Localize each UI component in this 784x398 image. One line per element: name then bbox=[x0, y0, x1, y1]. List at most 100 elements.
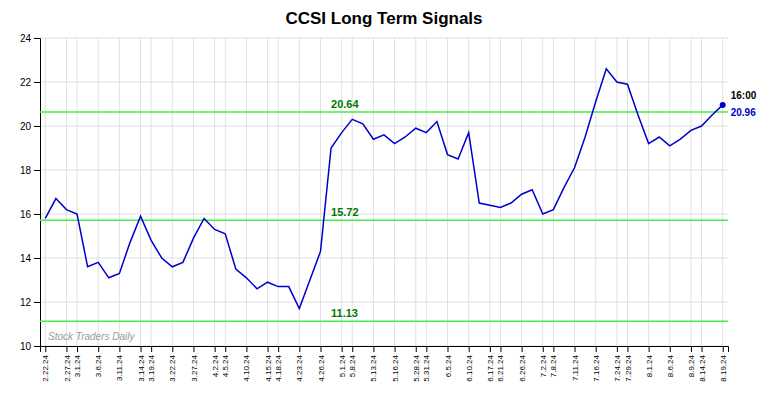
x-tick: 4.10.24 bbox=[242, 346, 251, 382]
grid-line-x bbox=[447, 38, 448, 346]
grid-line-x bbox=[669, 38, 670, 346]
x-tick: 6.17.24 bbox=[486, 346, 495, 382]
y-tick-mark bbox=[34, 258, 40, 259]
x-tick: 5.13.24 bbox=[369, 346, 378, 382]
watermark: Stock Traders Daily bbox=[48, 331, 136, 342]
y-tick-label: 16 bbox=[20, 209, 32, 220]
x-tick-label: 5.16.24 bbox=[391, 354, 400, 381]
y-tick: 16 bbox=[20, 209, 40, 220]
x-tick-mark bbox=[448, 346, 449, 352]
x-tick: 5.8.24 bbox=[348, 346, 357, 377]
x-tick: 8.6.24 bbox=[666, 346, 675, 377]
grid-line-x bbox=[468, 38, 469, 346]
grid-line-x bbox=[267, 38, 268, 346]
x-tick-label: 3.22.24 bbox=[168, 354, 177, 381]
x-tick: 7.24.24 bbox=[613, 346, 622, 382]
y-tick-mark bbox=[34, 302, 40, 303]
x-tick: 5.31.24 bbox=[422, 346, 431, 382]
x-tick: 8.14.24 bbox=[698, 346, 707, 382]
grid-line-y bbox=[40, 126, 728, 127]
x-tick: 6.26.24 bbox=[518, 346, 527, 382]
y-tick-label: 14 bbox=[20, 253, 32, 264]
x-axis-line bbox=[41, 347, 729, 353]
x-tick-mark bbox=[522, 346, 523, 352]
x-tick-label: 7.24.24 bbox=[613, 354, 622, 381]
grid-line-x bbox=[690, 38, 691, 346]
y-tick: 10 bbox=[20, 341, 40, 352]
x-tick-mark bbox=[193, 346, 194, 352]
grid-line-x bbox=[45, 38, 46, 346]
x-tick-label: 5.8.24 bbox=[348, 354, 357, 377]
x-tick: 3.22.24 bbox=[168, 346, 177, 382]
x-tick-mark bbox=[225, 346, 226, 352]
y-tick-label: 24 bbox=[20, 33, 32, 44]
x-tick-mark bbox=[649, 346, 650, 352]
x-tick-label: 4.15.24 bbox=[264, 354, 273, 381]
x-tick-mark bbox=[543, 346, 544, 352]
grid-line-x bbox=[352, 38, 353, 346]
x-tick-label: 7.8.24 bbox=[549, 354, 558, 377]
x-tick-mark bbox=[299, 346, 300, 352]
end-dot bbox=[720, 102, 726, 108]
x-tick-mark bbox=[352, 346, 353, 352]
x-tick-label: 8.9.24 bbox=[687, 354, 696, 377]
x-tick-label: 3.11.24 bbox=[115, 354, 124, 381]
x-tick-mark bbox=[320, 346, 321, 352]
x-tick-label: 3.1.24 bbox=[73, 354, 82, 377]
x-tick-mark bbox=[268, 346, 269, 352]
x-tick-label: 8.19.24 bbox=[719, 354, 728, 381]
x-tick-mark bbox=[500, 346, 501, 352]
x-tick-mark bbox=[278, 346, 279, 352]
x-tick: 4.5.24 bbox=[221, 346, 230, 377]
x-tick-mark bbox=[77, 346, 78, 352]
x-tick-mark bbox=[627, 346, 628, 352]
x-tick-mark bbox=[172, 346, 173, 352]
grid-line-y bbox=[40, 38, 728, 39]
x-tick: 6.5.24 bbox=[444, 346, 453, 377]
x-tick-label: 6.17.24 bbox=[486, 354, 495, 381]
grid-line-y bbox=[40, 214, 728, 215]
x-tick-label: 3.14.24 bbox=[137, 354, 146, 381]
grid-line-x bbox=[373, 38, 374, 346]
y-tick-mark bbox=[34, 82, 40, 83]
x-tick-label: 7.11.24 bbox=[571, 354, 580, 381]
grid-line-x bbox=[426, 38, 427, 346]
x-tick-label: 6.26.24 bbox=[518, 354, 527, 381]
grid-line-x bbox=[542, 38, 543, 346]
x-tick: 5.16.24 bbox=[391, 346, 400, 382]
y-tick-label: 18 bbox=[20, 165, 32, 176]
x-tick-label: 4.10.24 bbox=[242, 354, 251, 381]
plot: 10121416182022242.22.242.27.243.1.243.6.… bbox=[20, 33, 757, 382]
x-tick-mark bbox=[141, 346, 142, 352]
grid bbox=[40, 38, 728, 346]
grid-line-x bbox=[341, 38, 342, 346]
y-tick-label: 22 bbox=[20, 77, 32, 88]
grid-line-x bbox=[553, 38, 554, 346]
price-line bbox=[45, 69, 722, 309]
grid-line-x bbox=[616, 38, 617, 346]
grid-line-x bbox=[648, 38, 649, 346]
chart: 10121416182022242.22.242.27.243.1.243.6.… bbox=[0, 0, 784, 398]
x-tick-label: 4.23.24 bbox=[295, 354, 304, 381]
signal-label: 20.64 bbox=[331, 98, 359, 110]
signal-label: 15.72 bbox=[331, 206, 359, 218]
grid-line-y bbox=[40, 82, 728, 83]
marks bbox=[40, 69, 728, 321]
x-tick: 8.1.24 bbox=[645, 346, 654, 377]
x-axis: 2.22.242.27.243.1.243.6.243.11.243.14.24… bbox=[41, 346, 729, 382]
grid-line-x bbox=[278, 38, 279, 346]
x-tick: 7.11.24 bbox=[571, 346, 580, 381]
x-tick-mark bbox=[246, 346, 247, 352]
y-tick-label: 20 bbox=[20, 121, 32, 132]
x-tick-mark bbox=[45, 346, 46, 352]
x-tick: 3.6.24 bbox=[94, 346, 103, 377]
grid-line-x bbox=[394, 38, 395, 346]
x-tick-label: 7.2.24 bbox=[539, 354, 548, 377]
x-tick-mark bbox=[215, 346, 216, 352]
x-tick-mark bbox=[119, 346, 120, 352]
x-tick-label: 2.27.24 bbox=[63, 354, 72, 381]
end-time-label: 16:00 bbox=[731, 90, 757, 101]
grid-line-x bbox=[595, 38, 596, 346]
x-tick-mark bbox=[596, 346, 597, 352]
x-tick: 3.11.24 bbox=[115, 346, 124, 381]
